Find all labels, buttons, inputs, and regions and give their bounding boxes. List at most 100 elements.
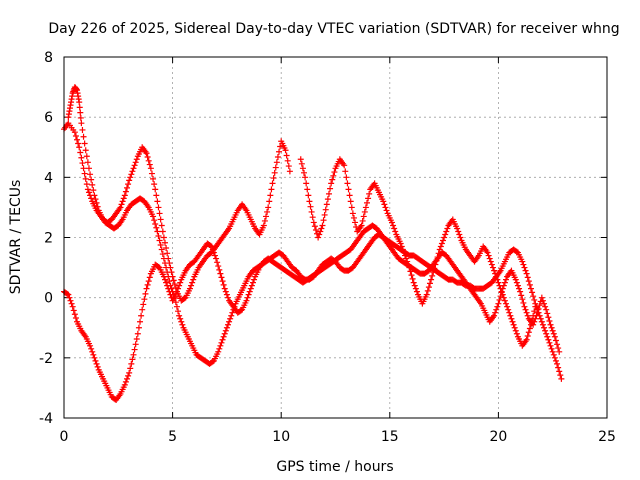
data-point <box>399 246 406 253</box>
data-point <box>495 279 502 286</box>
data-point <box>83 153 90 160</box>
data-point <box>213 255 220 262</box>
data-point <box>341 162 348 169</box>
data-point <box>155 204 162 211</box>
data-point <box>549 348 556 355</box>
data-point <box>406 264 413 271</box>
data-point <box>189 279 196 286</box>
data-point <box>500 294 507 301</box>
data-point <box>303 180 310 187</box>
data-point <box>541 300 548 307</box>
data-point <box>67 297 74 304</box>
data-point <box>123 375 130 382</box>
data-point <box>324 196 331 203</box>
data-point <box>179 321 186 328</box>
x-tick-label: 0 <box>60 429 69 445</box>
data-point <box>348 204 355 211</box>
data-point <box>243 297 250 304</box>
data-point <box>432 261 439 268</box>
data-point <box>297 156 304 163</box>
data-point <box>83 181 90 188</box>
data-point <box>527 285 534 292</box>
data-point <box>150 175 157 182</box>
data-point <box>305 192 312 199</box>
data-point <box>308 208 315 215</box>
data-point <box>513 248 520 255</box>
data-point <box>81 140 88 147</box>
data-point <box>94 363 101 370</box>
data-point <box>299 165 306 172</box>
data-point <box>132 341 139 348</box>
data-point <box>266 198 273 205</box>
data-point <box>506 309 513 316</box>
data-point <box>71 129 78 136</box>
data-point <box>131 162 138 169</box>
series-track-c <box>65 84 293 304</box>
data-point <box>493 273 500 280</box>
data-point <box>516 285 523 292</box>
data-point <box>318 225 325 232</box>
data-point <box>177 279 184 286</box>
data-point <box>556 368 563 375</box>
data-point <box>405 261 412 268</box>
data-point <box>312 226 319 233</box>
data-point <box>88 195 95 202</box>
x-tick-label: 5 <box>168 429 177 445</box>
data-point <box>283 152 290 159</box>
data-point <box>436 246 443 253</box>
data-point <box>218 274 225 281</box>
data-point <box>84 186 91 193</box>
data-point <box>131 346 138 353</box>
data-point <box>170 277 177 284</box>
data-point <box>227 315 234 322</box>
data-point <box>425 284 432 291</box>
data-point <box>522 267 529 274</box>
data-point <box>72 314 79 321</box>
data-point <box>166 278 173 285</box>
data-point <box>88 345 95 352</box>
data-point <box>157 216 164 223</box>
data-point <box>220 333 227 340</box>
data-point <box>310 219 317 226</box>
data-point <box>321 211 328 218</box>
data-point <box>88 176 95 183</box>
data-point <box>518 292 525 299</box>
data-point <box>499 291 506 298</box>
y-tick-label: -4 <box>39 411 53 427</box>
data-point <box>454 225 461 232</box>
data-point <box>157 242 164 249</box>
data-point <box>159 228 166 235</box>
data-point <box>142 290 149 297</box>
data-point <box>544 310 551 317</box>
data-point <box>381 201 388 208</box>
data-point <box>549 327 556 334</box>
y-tick-label: -2 <box>39 351 53 367</box>
data-point <box>145 278 152 285</box>
data-point <box>512 327 519 334</box>
data-point <box>141 296 148 303</box>
data-point <box>404 258 411 265</box>
data-point <box>163 245 170 252</box>
data-point <box>226 318 233 325</box>
y-tick-label: 6 <box>44 110 53 126</box>
data-point <box>527 321 534 328</box>
data-point <box>544 333 551 340</box>
data-point <box>87 171 94 178</box>
data-point <box>552 337 559 344</box>
data-point <box>133 156 140 163</box>
data-point <box>302 174 309 181</box>
data-point <box>428 276 435 283</box>
data-point <box>224 321 231 328</box>
data-point <box>71 311 78 318</box>
data-point <box>361 208 368 215</box>
data-point <box>526 325 533 332</box>
data-point <box>539 297 546 304</box>
data-point <box>512 276 519 283</box>
data-point <box>554 341 561 348</box>
data-point <box>160 273 167 280</box>
data-point <box>513 330 520 337</box>
data-point <box>128 171 135 178</box>
data-point <box>541 324 548 331</box>
data-point <box>222 327 229 334</box>
data-point <box>524 274 531 281</box>
